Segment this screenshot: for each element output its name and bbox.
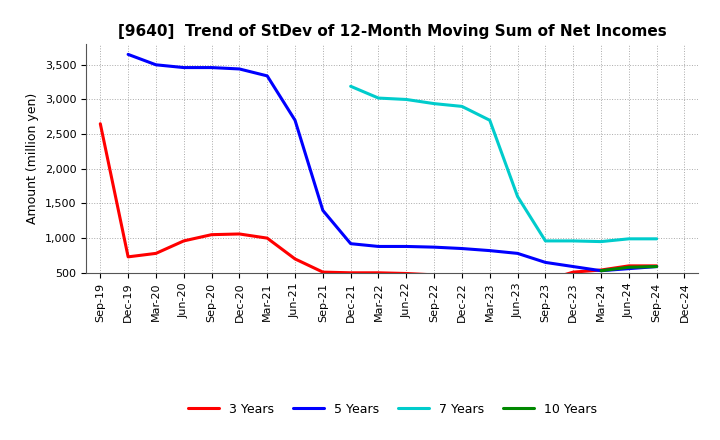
3 Years [485, 277, 494, 282]
5 Years [291, 117, 300, 123]
3 Years [374, 270, 383, 275]
5 Years [652, 264, 661, 269]
5 Years [430, 245, 438, 250]
3 Years [346, 270, 355, 275]
5 Years [179, 65, 188, 70]
7 Years [430, 101, 438, 106]
7 Years [374, 95, 383, 101]
3 Years [569, 269, 577, 275]
Line: 3 Years: 3 Years [100, 124, 657, 282]
Line: 5 Years: 5 Years [128, 55, 657, 271]
10 Years [624, 264, 633, 270]
10 Years [652, 264, 661, 269]
7 Years [513, 194, 522, 199]
3 Years [318, 269, 327, 275]
3 Years [263, 235, 271, 241]
7 Years [485, 117, 494, 123]
5 Years [346, 241, 355, 246]
5 Years [152, 62, 161, 67]
3 Years [541, 278, 550, 283]
5 Years [124, 52, 132, 57]
3 Years [402, 271, 410, 276]
5 Years [485, 248, 494, 253]
3 Years [513, 279, 522, 284]
5 Years [541, 260, 550, 265]
5 Years [597, 268, 606, 273]
3 Years [458, 275, 467, 280]
Line: 10 Years: 10 Years [601, 267, 657, 271]
7 Years [541, 238, 550, 244]
7 Years [402, 97, 410, 102]
3 Years [291, 256, 300, 261]
5 Years [569, 264, 577, 269]
5 Years [235, 66, 243, 72]
5 Years [318, 208, 327, 213]
7 Years [346, 84, 355, 89]
5 Years [458, 246, 467, 251]
7 Years [652, 236, 661, 242]
7 Years [458, 104, 467, 109]
3 Years [652, 263, 661, 268]
3 Years [207, 232, 216, 237]
5 Years [402, 244, 410, 249]
5 Years [513, 251, 522, 256]
3 Years [597, 268, 606, 273]
5 Years [207, 65, 216, 70]
5 Years [263, 73, 271, 78]
3 Years [124, 254, 132, 260]
Legend: 3 Years, 5 Years, 7 Years, 10 Years: 3 Years, 5 Years, 7 Years, 10 Years [183, 398, 602, 421]
3 Years [179, 238, 188, 244]
Title: [9640]  Trend of StDev of 12-Month Moving Sum of Net Incomes: [9640] Trend of StDev of 12-Month Moving… [118, 24, 667, 39]
7 Years [624, 236, 633, 242]
3 Years [235, 231, 243, 237]
7 Years [597, 239, 606, 244]
3 Years [96, 121, 104, 126]
3 Years [624, 263, 633, 268]
5 Years [624, 266, 633, 271]
Y-axis label: Amount (million yen): Amount (million yen) [27, 93, 40, 224]
10 Years [597, 268, 606, 273]
5 Years [374, 244, 383, 249]
Line: 7 Years: 7 Years [351, 86, 657, 242]
3 Years [152, 251, 161, 256]
7 Years [569, 238, 577, 244]
3 Years [430, 272, 438, 278]
